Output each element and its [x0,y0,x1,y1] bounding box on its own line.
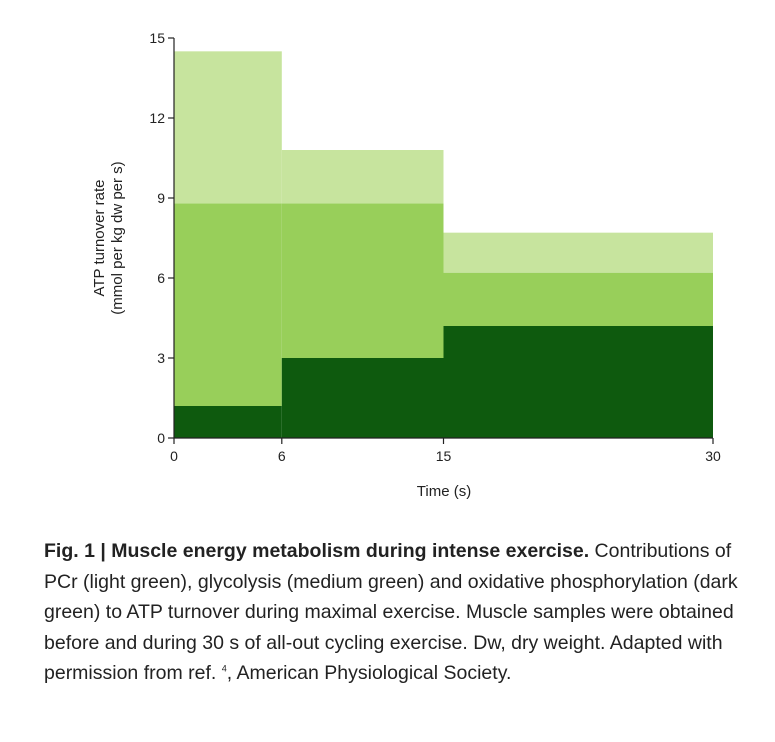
caption-body-part1: Contributions of PCr (light green), glyc… [44,540,738,684]
y-tick-label: 9 [157,190,165,206]
chart-axes: 0 3 6 9 12 15 0 6 15 30 [149,30,721,464]
chart-areas [174,51,713,438]
area-segment-series0-interval2 [443,326,713,438]
area-segment-series0-interval0 [174,406,282,438]
area-segment-series1-interval2 [443,272,713,326]
figure-caption: Fig. 1 | Muscle energy metabolism during… [44,536,760,689]
y-tick-label: 0 [157,430,165,446]
y-tick-label: 3 [157,350,165,366]
area-segment-series1-interval0 [174,203,282,406]
y-axis-label-line1: ATP turnover rate [91,180,108,297]
area-segment-series2-interval1 [281,150,444,204]
area-segment-series1-interval1 [281,203,444,358]
caption-body-part2: , American Physiological Society. [226,662,512,684]
area-segment-series0-interval1 [281,358,444,438]
x-tick-label: 15 [436,448,452,464]
x-axis-label: Time (s) [417,483,471,500]
x-tick-label: 30 [705,448,721,464]
caption-ref: 4 [221,663,227,674]
chart: 0 3 6 9 12 15 0 6 15 30 Time (s) ATP turnover rat… [91,30,721,500]
y-tick-label: 15 [149,30,165,46]
y-axis-label-group: ATP turnover rate (mmol per kg dw per s) [91,161,126,314]
y-axis-label-line2: (mmol per kg dw per s) [109,161,126,314]
y-tick-label: 6 [157,270,165,286]
area-segment-series2-interval2 [443,232,713,273]
area-segment-series2-interval0 [174,51,282,204]
x-tick-label: 0 [170,448,178,464]
x-tick-label: 6 [278,448,286,464]
y-tick-label: 12 [149,110,165,126]
caption-lead: Fig. 1 | Muscle energy metabolism during… [44,540,590,562]
